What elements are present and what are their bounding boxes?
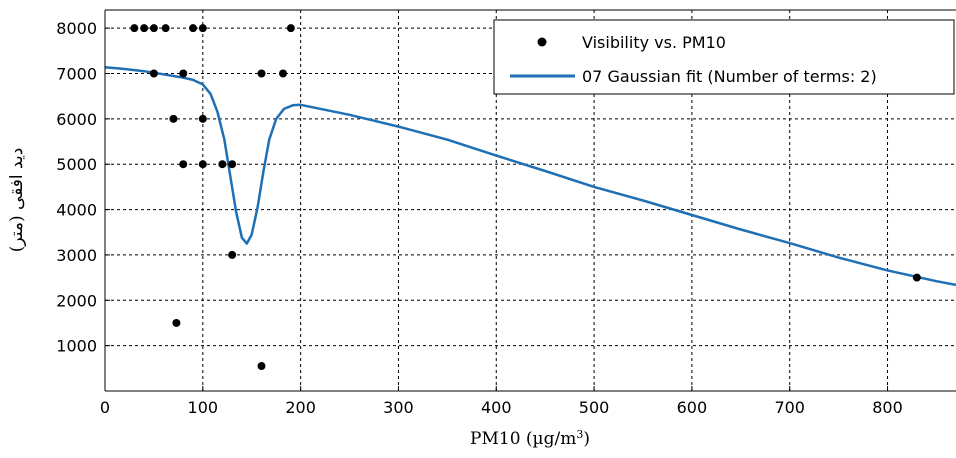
axes [104,9,956,392]
x-tick-label: 100 [188,398,219,417]
x-tick-label: 300 [383,398,414,417]
y-tick-label: 2000 [56,291,97,310]
x-tick-label: 800 [872,398,903,417]
data-point [140,24,149,33]
x-tick-label: 500 [579,398,610,417]
data-point [169,114,178,123]
x-tick-label: 400 [481,398,512,417]
y-tick-label: 1000 [56,337,97,356]
x-tick-label: 600 [677,398,708,417]
y-tick-label: 6000 [56,110,97,129]
legend: Visibility vs. PM10 07 Gaussian fit (Num… [493,19,955,95]
data-point [228,250,237,259]
x-axis-title: PM10 (µg/m3) [470,428,590,449]
data-point [228,160,237,169]
y-tick-label: 3000 [56,246,97,265]
data-point [912,273,921,282]
data-point [179,69,188,78]
x-tick-label: 0 [100,398,110,417]
y-axis-title: دید افقی (متر) [7,148,27,253]
data-point [161,24,170,33]
x-tick-label: 200 [285,398,316,417]
data-point [257,69,266,78]
fit-series [104,65,956,287]
y-tick-label: 7000 [56,65,97,84]
data-point [257,362,266,371]
y-tick-label: 4000 [56,201,97,220]
legend-marker-points [537,37,547,47]
data-point [198,114,207,123]
x-tick-label: 700 [774,398,805,417]
tick-labels: 0 100 200 300 400 500 600 700 800 1000 2000 3000 400… [56,19,903,417]
data-point [149,24,158,33]
data-point [279,69,288,78]
data-point [149,69,158,78]
data-point [189,24,198,33]
scatter-series [130,24,921,371]
data-point [286,24,295,33]
y-tick-label: 8000 [56,19,97,38]
y-tick-label: 5000 [56,155,97,174]
legend-box [493,19,955,95]
fit-line [104,65,956,287]
data-point [179,160,188,169]
data-point [198,24,207,33]
data-point [172,318,181,327]
legend-label-fit: 07 Gaussian fit (Number of terms: 2) [582,67,877,86]
data-point [198,160,207,169]
legend-label-points: Visibility vs. PM10 [582,33,726,52]
data-point [130,24,139,33]
data-point [218,160,227,169]
